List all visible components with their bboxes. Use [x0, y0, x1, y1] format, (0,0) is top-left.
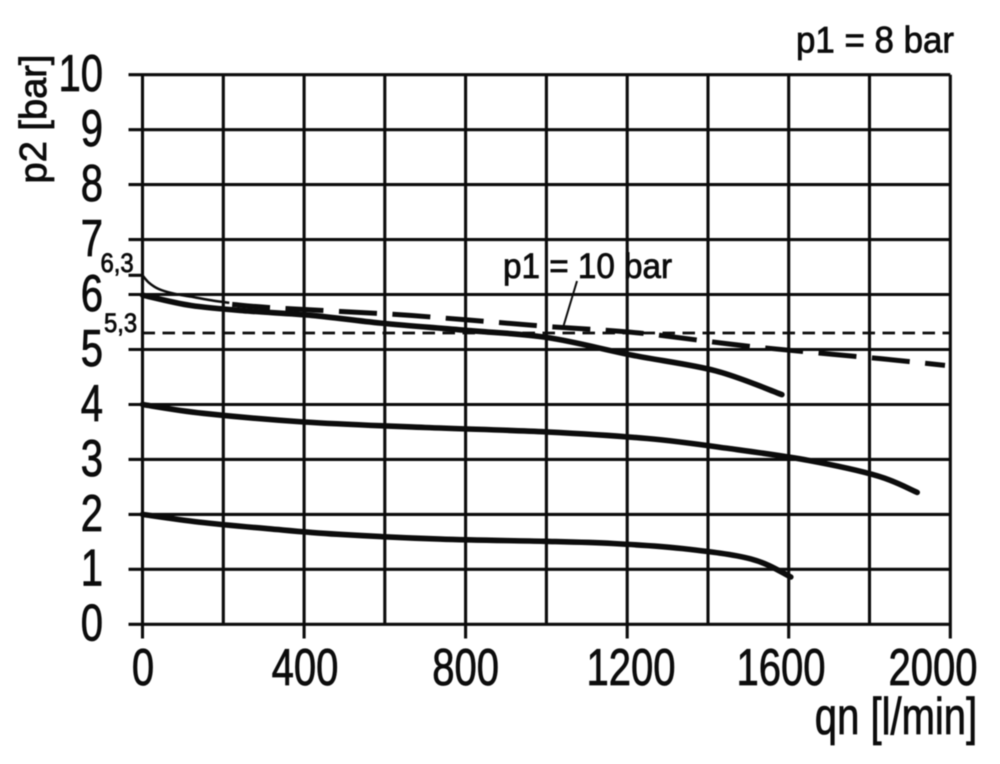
svg-text:qn [l/min]: qn [l/min] [815, 687, 977, 745]
svg-text:1600: 1600 [736, 638, 825, 696]
svg-text:1200: 1200 [586, 638, 675, 696]
svg-text:0: 0 [81, 594, 103, 652]
svg-text:p1 = 8 bar: p1 = 8 bar [796, 18, 954, 60]
svg-text:400: 400 [272, 638, 339, 696]
svg-text:7: 7 [81, 209, 103, 267]
svg-text:6,3: 6,3 [101, 249, 134, 278]
svg-text:1: 1 [81, 539, 103, 597]
svg-text:6: 6 [81, 264, 103, 322]
svg-text:0: 0 [132, 638, 154, 696]
svg-text:2: 2 [81, 484, 103, 542]
svg-text:5: 5 [81, 319, 103, 377]
svg-text:800: 800 [432, 638, 499, 696]
svg-text:3: 3 [81, 429, 103, 487]
svg-text:9: 9 [81, 99, 103, 157]
svg-text:8: 8 [81, 154, 103, 212]
svg-text:p1 = 10 bar: p1 = 10 bar [503, 247, 672, 286]
svg-text:p2 [bar]: p2 [bar] [13, 55, 55, 184]
svg-text:5,3: 5,3 [104, 309, 137, 338]
svg-text:10: 10 [58, 44, 103, 102]
svg-text:2000: 2000 [888, 638, 977, 696]
svg-text:4: 4 [81, 374, 103, 432]
